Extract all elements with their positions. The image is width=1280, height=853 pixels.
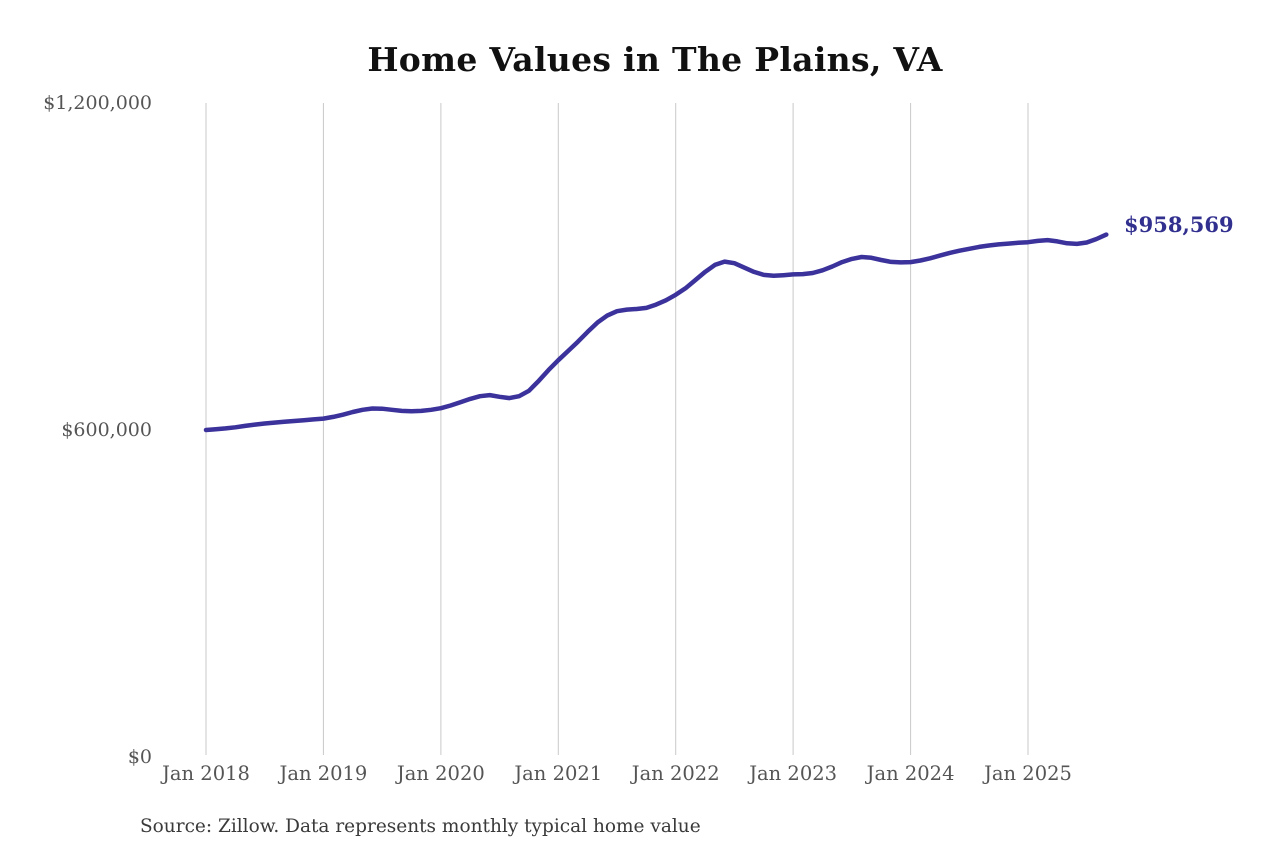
x-tick-label: Jan 2018	[162, 762, 250, 785]
x-tick-label: Jan 2024	[866, 762, 955, 785]
current-value-label: $958,569	[1124, 212, 1234, 237]
x-tick-label: Jan 2019	[279, 762, 368, 785]
x-tick-label: Jan 2022	[631, 762, 720, 785]
home-value-line	[203, 232, 1109, 433]
chart-title: Home Values in The Plains, VA	[367, 40, 943, 79]
x-tick-label: Jan 2020	[396, 762, 485, 785]
y-tick-label: $600,000	[61, 419, 152, 441]
x-tick-label: Jan 2025	[984, 762, 1072, 785]
source-note: Source: Zillow. Data represents monthly …	[140, 816, 701, 837]
y-tick-label: $1,200,000	[43, 92, 152, 114]
y-tick-label: $0	[127, 746, 152, 768]
x-tick-label: Jan 2021	[514, 762, 603, 785]
x-tick-label: Jan 2023	[749, 762, 838, 785]
